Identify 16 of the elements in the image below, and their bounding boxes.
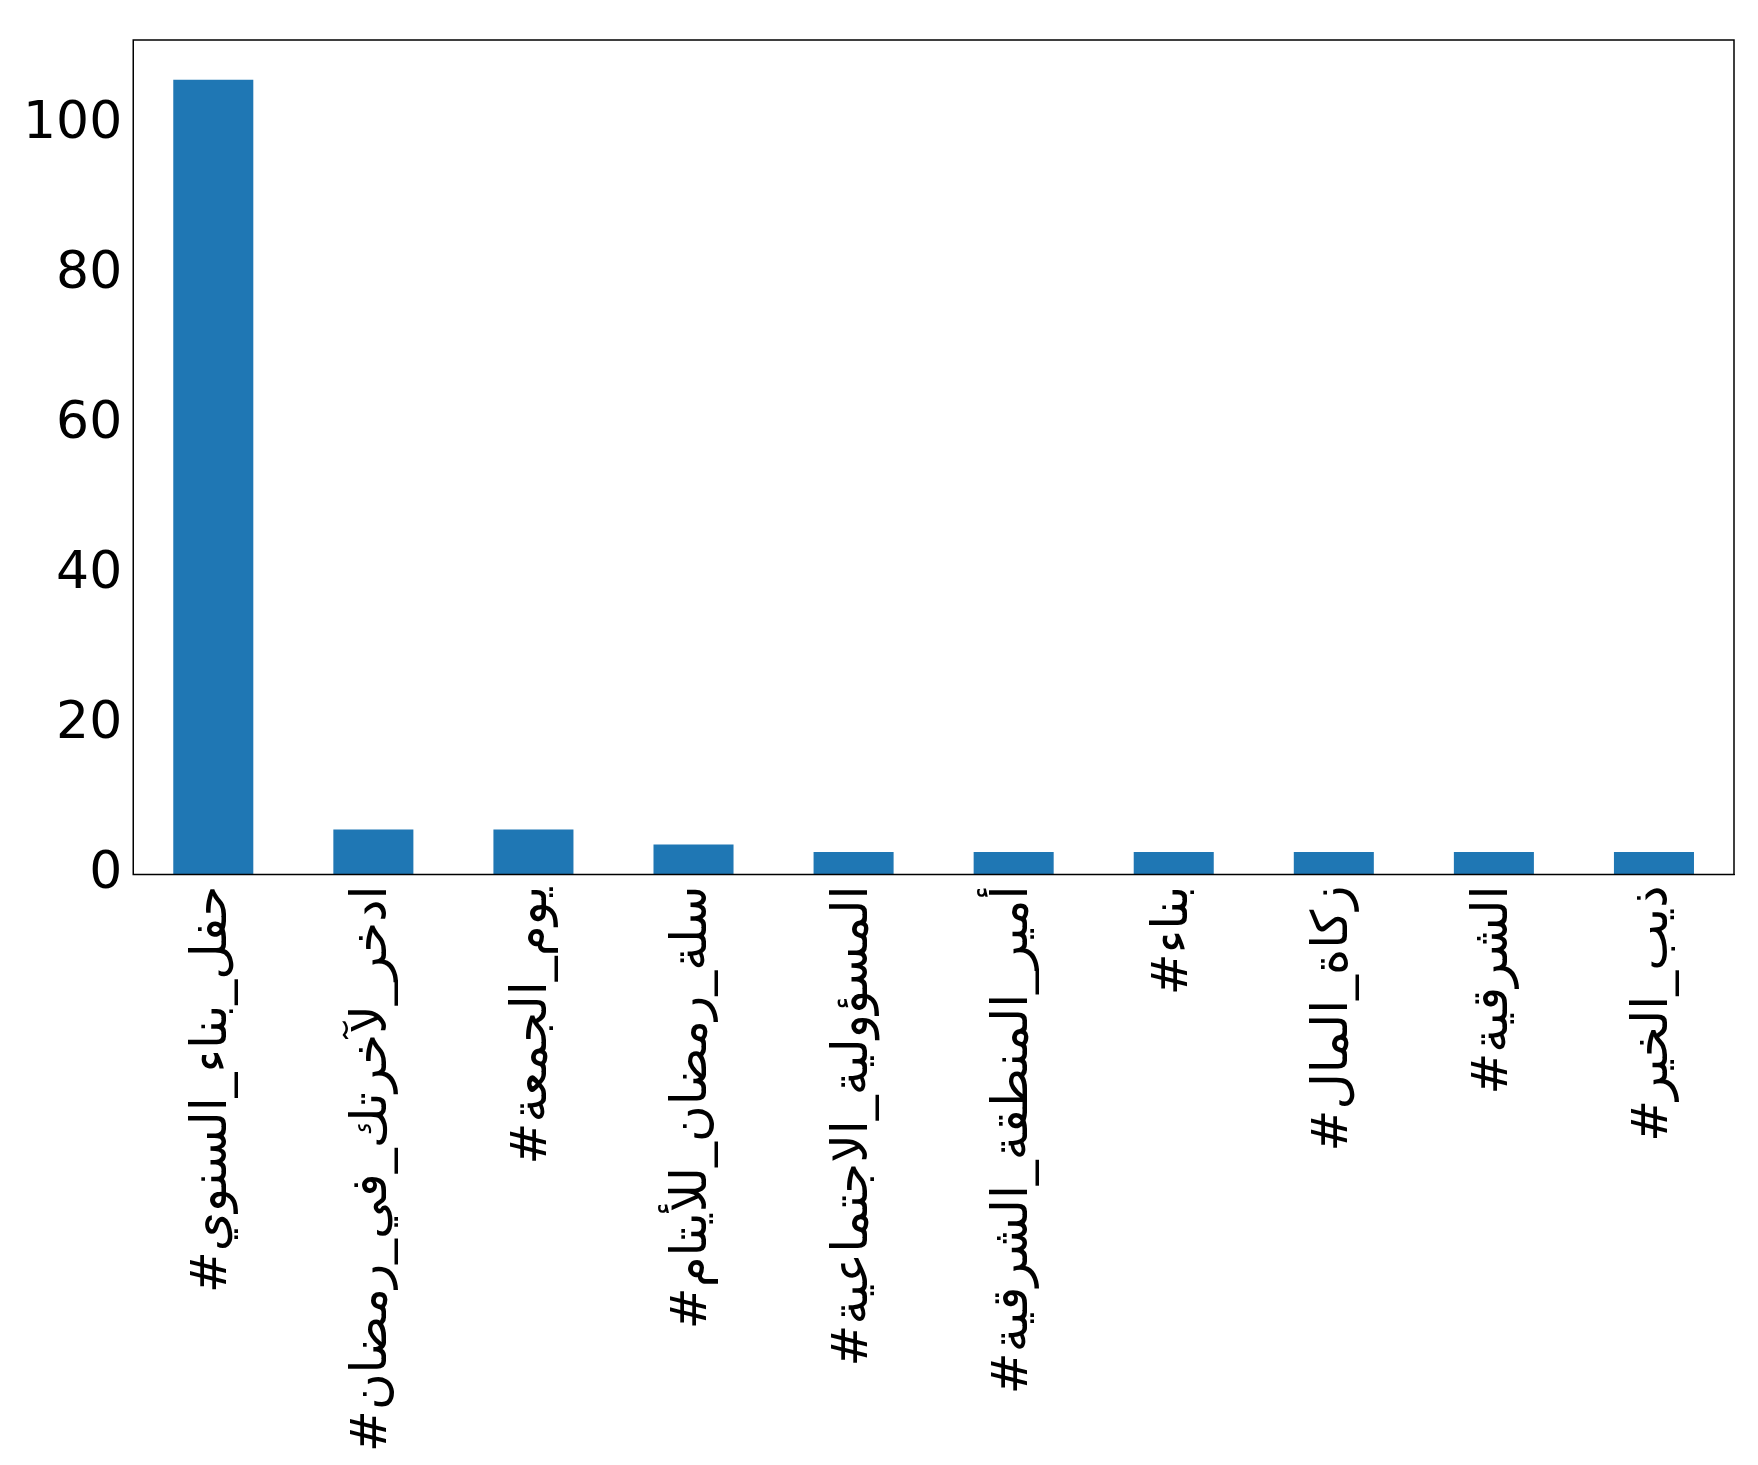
x-tick-label: #يوم_الجمعة [500, 885, 559, 1165]
x-tick-label: #بناء [1140, 885, 1199, 996]
y-tick-label: 0 [89, 840, 123, 901]
y-tick-label: 100 [22, 90, 123, 151]
y-tick-label: 40 [56, 540, 123, 601]
x-tick-label: #حفل_بناء_السنوي [180, 885, 239, 1294]
x-tick-label: #أمير_المنطقة_الشرقية [976, 885, 1039, 1395]
y-tick-label: 60 [56, 390, 123, 451]
y-tick-label: 80 [56, 240, 123, 301]
y-tick-label: 20 [56, 690, 123, 751]
x-tick-label: #الشرقية [1460, 885, 1519, 1095]
x-tick-label: #المسؤولية_الاجتماعية [820, 885, 880, 1367]
x-tick-label: #زكاة_المال [1300, 885, 1359, 1152]
x-tick-label: #سلة_رمضان_للأيتام [658, 885, 719, 1330]
x-tick-label: #ذيب_الخير [1620, 885, 1679, 1142]
x-tick-label: #ادخر_لآخرتك_في_رمضان [340, 885, 399, 1453]
